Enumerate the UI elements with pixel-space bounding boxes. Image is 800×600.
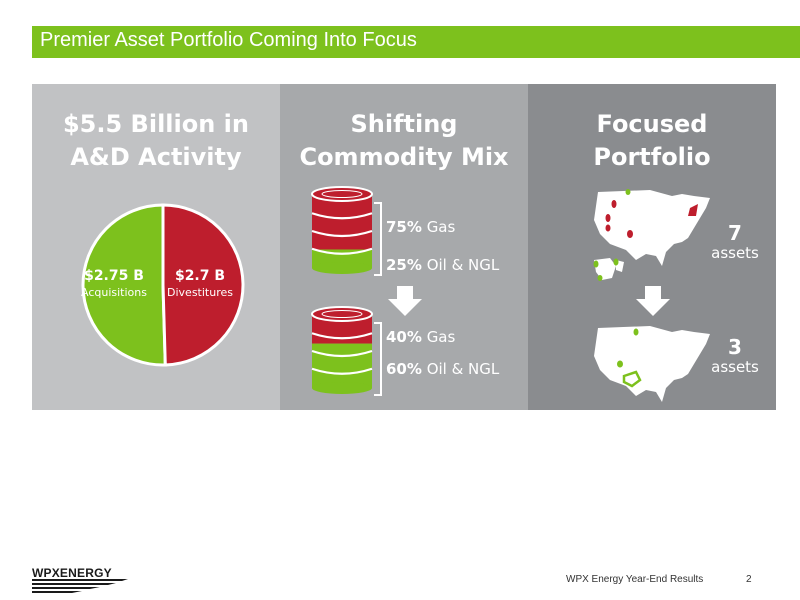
mix-before-gas-pct: 75% <box>386 218 422 236</box>
mix-after-gas: 40% Gas <box>386 328 455 346</box>
acquisitions-value: $2.75 B <box>84 268 144 284</box>
portfolio-heading-line1: Focused <box>596 110 708 138</box>
assets-before-label: assets <box>711 244 759 262</box>
slide-title: Premier Asset Portfolio Coming Into Focu… <box>40 29 417 51</box>
arrow-down-icon <box>636 286 670 316</box>
activity-heading-line1: $5.5 Billion in <box>62 110 249 138</box>
mix-before-oil-label: Oil & NGL <box>426 256 500 274</box>
acquisitions-label: $2.75 B Acquisitions <box>64 267 164 300</box>
bracket-before <box>374 202 382 276</box>
barrel-after-base <box>312 382 372 394</box>
barrel-after-hoop-1 <box>311 332 373 340</box>
assets-after-number: 3 <box>728 335 742 359</box>
mix-heading-line1: Shifting <box>350 110 458 138</box>
barrel-after-oil-section <box>312 343 372 388</box>
footer-caption: WPX Energy Year-End Results <box>566 574 704 585</box>
mix-after-gas-pct: 40% <box>386 328 422 346</box>
activity-panel: $5.5 Billion in A&D Activity $2.75 B Acq… <box>32 84 280 410</box>
pie-slice-acquisitions <box>81 203 167 367</box>
commodity-mix-panel: Shifting Commodity Mix 75% Gas 25% Oil &… <box>280 84 528 410</box>
mix-after-oil-label: Oil & NGL <box>426 360 500 378</box>
mix-before-oil: 25% Oil & NGL <box>386 256 499 274</box>
assets-before-number: 7 <box>728 221 742 245</box>
mix-before-oil-pct: 25% <box>386 256 422 274</box>
mix-heading: Shifting Commodity Mix <box>280 108 528 174</box>
page-number: 2 <box>746 574 752 585</box>
barrel-before-lid-rim <box>321 190 363 198</box>
portfolio-heading-line2: Portfolio <box>593 143 711 171</box>
divestitures-label: $2.7 B Divestitures <box>150 267 250 300</box>
barrel-before-gas-section <box>312 194 372 250</box>
divestitures-value: $2.7 B <box>174 268 226 284</box>
barrel-before-hoop-1 <box>311 212 373 220</box>
mix-before-gas-label: Gas <box>426 218 456 236</box>
title-bar: Premier Asset Portfolio Coming Into Focu… <box>32 26 800 58</box>
assets-after-count: 3 assets <box>700 336 770 376</box>
portfolio-heading: Focused Portfolio <box>528 108 776 174</box>
mix-after-oil-pct: 60% <box>386 360 422 378</box>
barrel-after-hoop-2 <box>311 349 373 358</box>
portfolio-panel: Focused Portfolio 7 assets 3 assets <box>528 84 776 410</box>
us-map-after-icon <box>594 326 710 402</box>
acquisitions-caption: Acquisitions <box>81 286 147 299</box>
mix-before-gas: 75% Gas <box>386 218 455 236</box>
barrel-after-hoop-3 <box>311 367 373 375</box>
pie-slice-divestitures <box>161 203 245 367</box>
barrel-after-lid <box>311 306 373 322</box>
assets-after-label: assets <box>711 358 759 376</box>
us-map-before-icon <box>593 189 710 281</box>
barrel-before-lid <box>311 186 373 202</box>
assets-before-count: 7 assets <box>700 222 770 262</box>
ad-pie-chart <box>81 203 245 367</box>
barrel-before-hoop-3 <box>311 247 373 255</box>
mix-heading-line2: Commodity Mix <box>299 143 509 171</box>
barrel-after-lid-rim <box>321 310 363 318</box>
logo-wordmark: WPXENERGY <box>32 566 112 580</box>
barrel-after-icon <box>311 306 373 394</box>
divestitures-caption: Divestitures <box>167 286 233 299</box>
mix-after-oil: 60% Oil & NGL <box>386 360 499 378</box>
activity-heading: $5.5 Billion in A&D Activity <box>32 108 280 174</box>
barrel-before-base <box>312 262 372 274</box>
barrel-before-icon <box>311 186 373 274</box>
activity-heading-line2: A&D Activity <box>70 143 242 171</box>
mix-after-gas-label: Gas <box>426 328 456 346</box>
barrel-before-hoop-2 <box>311 229 373 238</box>
bracket-after <box>374 322 382 396</box>
logo-stripes-icon <box>32 579 128 593</box>
arrow-down-icon <box>388 286 422 316</box>
